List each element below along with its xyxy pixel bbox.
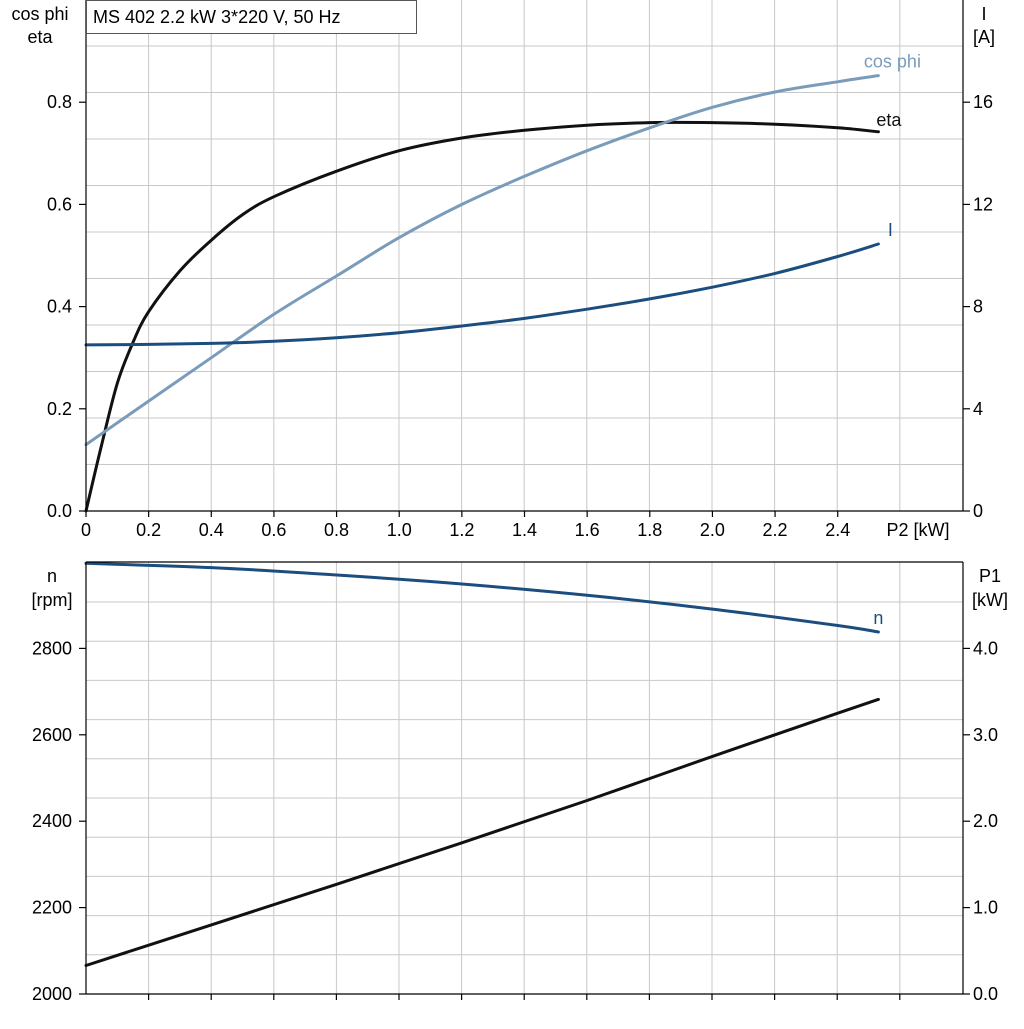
y-tick-label-right: 2.0 [973, 811, 998, 831]
y-tick-label-right: 12 [973, 194, 993, 214]
x-tick-label: 2.0 [700, 520, 725, 540]
series-label-eta: eta [876, 110, 902, 130]
chart-title: MS 402 2.2 kW 3*220 V, 50 Hz [93, 7, 340, 27]
x-tick-label: 1.2 [449, 520, 474, 540]
x-tick-label: 1.8 [637, 520, 662, 540]
y-tick-label-right: 8 [973, 297, 983, 317]
x-tick-label: 1.4 [512, 520, 537, 540]
series-label-i: I [888, 220, 893, 240]
x-tick-label: 1.0 [387, 520, 412, 540]
series-line-n [84, 561, 880, 634]
series-line-eta [84, 120, 880, 513]
y-tick-label-right: 4.0 [973, 638, 998, 658]
y-axis-label-left-line1: cos phi [11, 4, 68, 24]
y-axis-label-right-line1: I [981, 4, 986, 24]
y-axis-label-right-line1: P1 [979, 566, 1001, 586]
y-axis-label-left-line1: n [47, 566, 57, 586]
text-layer: 0.0 0.2 0.4 0.6 0.8 0 4 8 12 16 0 0.2 0.4 0.6 0.8 1.0 1.… [11, 4, 1008, 1004]
y-tick-label-right: 1.0 [973, 898, 998, 918]
series-label-cos-phi: cos phi [864, 52, 921, 72]
series-line-cos-phi [84, 74, 880, 447]
x-tick-label: 0.8 [324, 520, 349, 540]
y-tick-label-right: 16 [973, 92, 993, 112]
y-tick-label-left: 2000 [32, 984, 72, 1004]
x-tick-label: 0.6 [261, 520, 286, 540]
y-tick-label-right: 3.0 [973, 725, 998, 745]
x-tick-label: 0 [81, 520, 91, 540]
y-tick-label-left: 0.0 [47, 501, 72, 521]
y-tick-label-right: 4 [973, 399, 983, 419]
y-tick-label-left: 2400 [32, 811, 72, 831]
y-tick-label-right: 0 [973, 501, 983, 521]
curves-layer [84, 74, 880, 967]
x-tick-label: 2.2 [763, 520, 788, 540]
y-tick-label-left: 2600 [32, 725, 72, 745]
series-label-n: n [873, 608, 883, 628]
y-axis-label-left-line2: [rpm] [31, 590, 72, 610]
x-tick-label: 0.2 [136, 520, 161, 540]
x-tick-label: 2.4 [825, 520, 850, 540]
title-box [86, 0, 417, 34]
y-tick-label-right: 0.0 [973, 984, 998, 1004]
series-line-p1 [84, 697, 880, 967]
y-tick-label-left: 0.6 [47, 194, 72, 214]
axes-layer [79, 0, 970, 1000]
y-tick-label-left: 2800 [32, 638, 72, 658]
x-tick-label: 0.4 [199, 520, 224, 540]
x-tick-label: 1.6 [575, 520, 600, 540]
y-tick-label-left: 0.8 [47, 92, 72, 112]
y-tick-label-left: 0.2 [47, 399, 72, 419]
series-line-i [84, 242, 880, 347]
grid-layer [86, 0, 963, 994]
y-axis-label-left-line2: eta [27, 27, 53, 47]
x-axis-label: P2 [kW] [886, 520, 949, 540]
y-axis-label-right-line2: [A] [973, 27, 995, 47]
y-tick-label-left: 2200 [32, 898, 72, 918]
y-axis-label-right-line2: [kW] [972, 590, 1008, 610]
y-tick-label-left: 0.4 [47, 297, 72, 317]
